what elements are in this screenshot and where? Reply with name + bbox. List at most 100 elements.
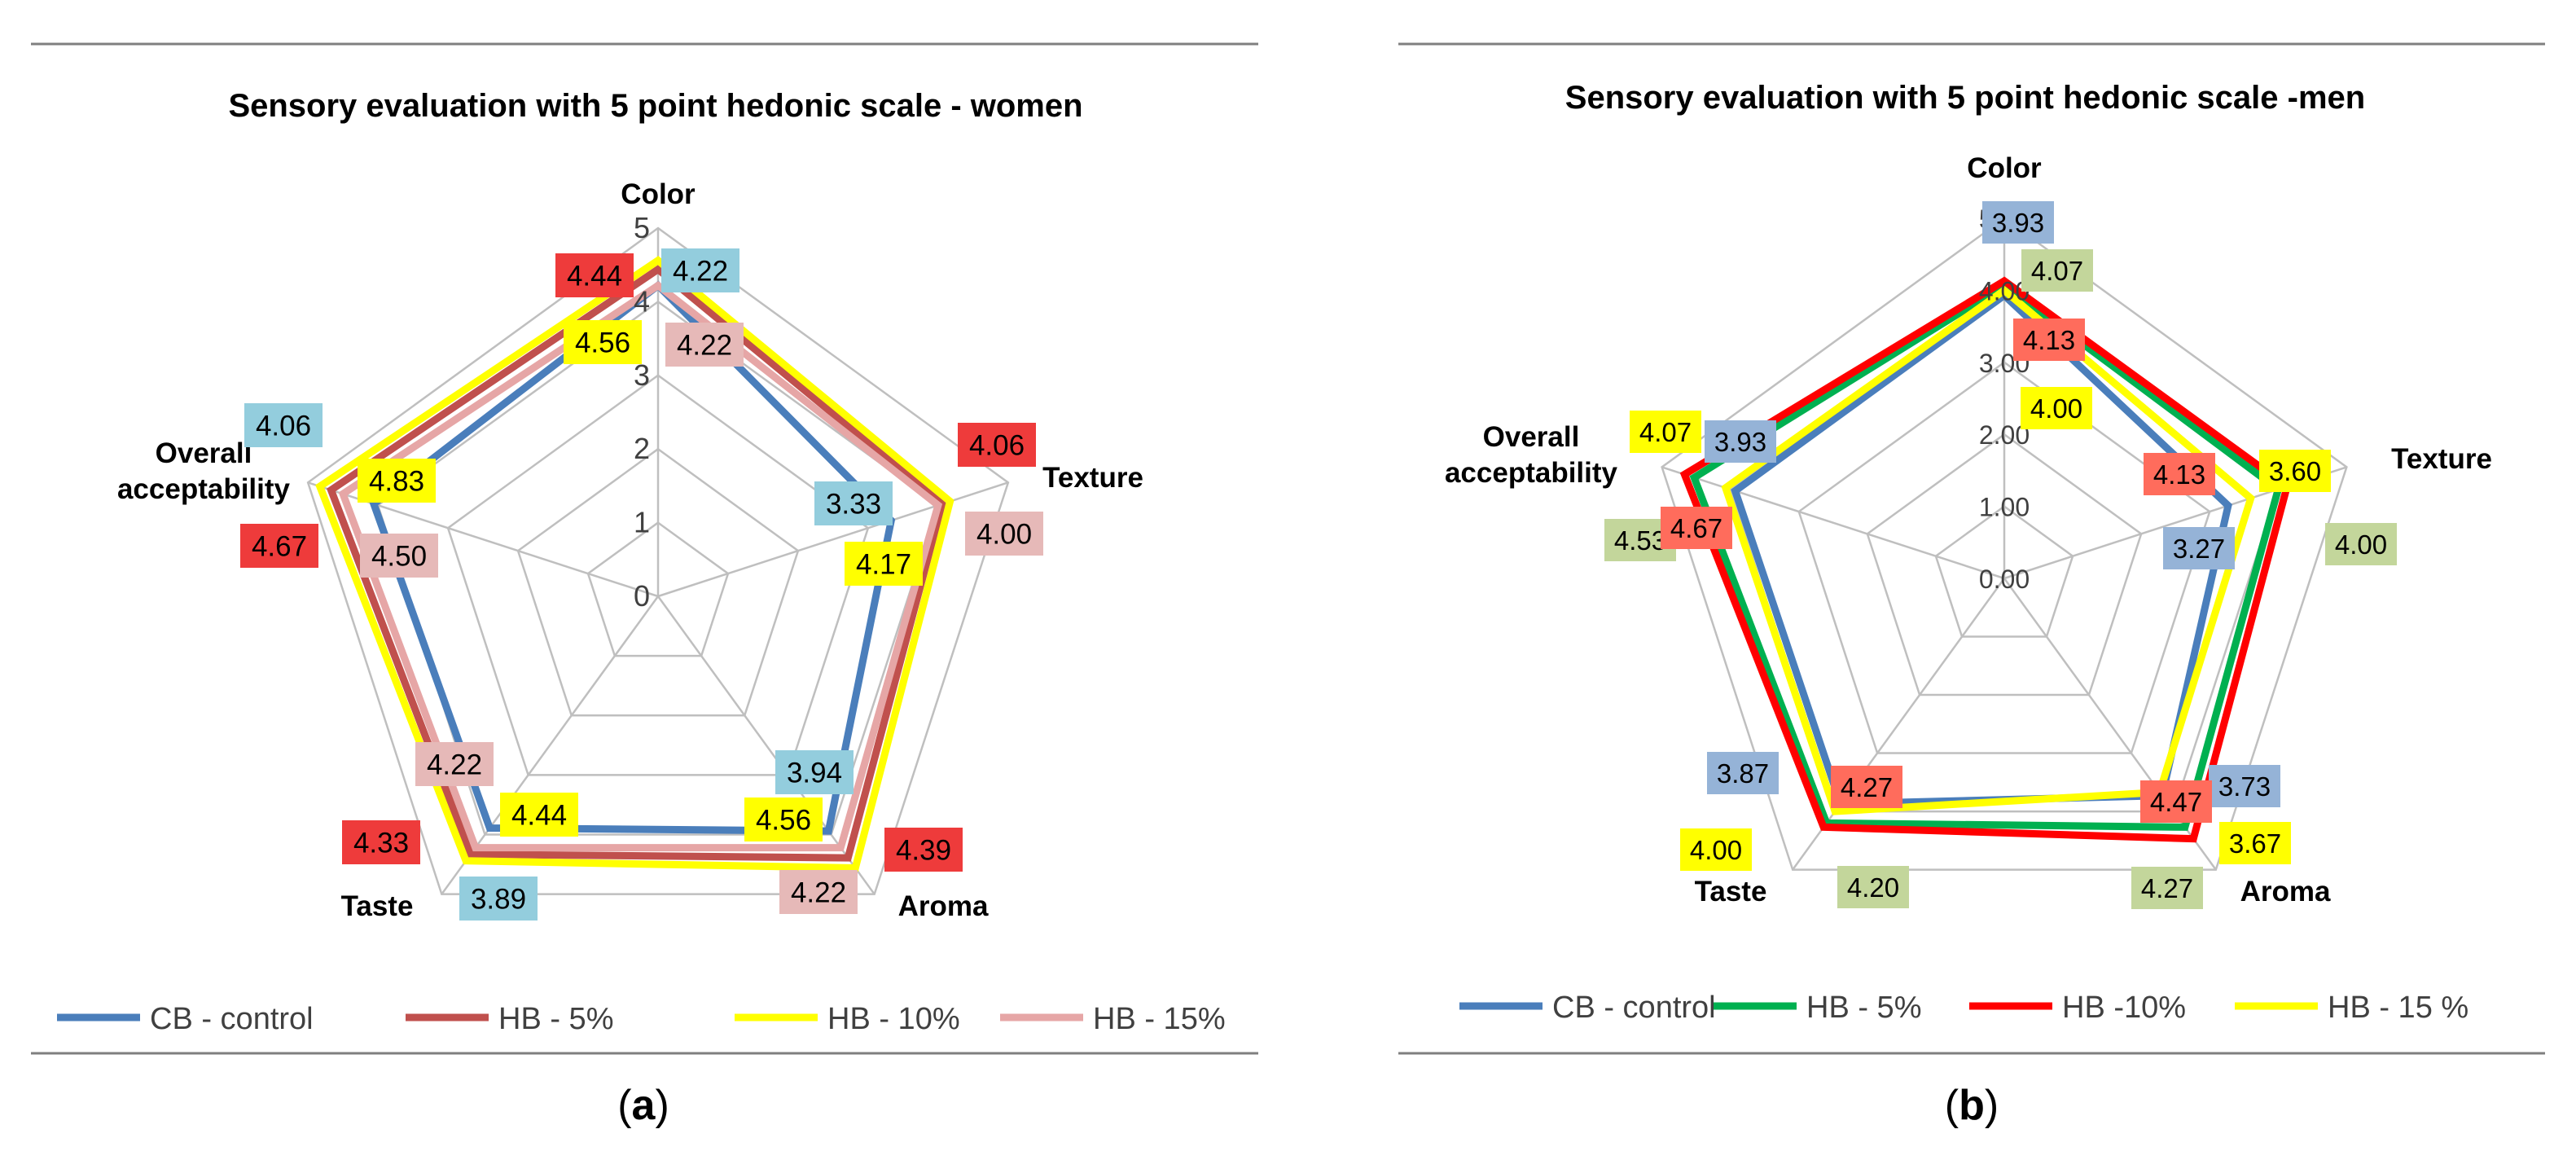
data-label-box [1705,420,1776,463]
data-label: 4.00 [976,519,1032,551]
axis-label-color: Color [621,178,696,210]
axis-label-texture: Texture [2391,443,2492,475]
data-label: 4.47 [2150,787,2202,817]
data-label-box [1680,828,1752,871]
tick-label: 5 [634,211,650,244]
data-label: 4.22 [677,330,732,362]
axis-label-taste: Taste [341,890,414,922]
data-label-box [358,459,436,503]
data-label-box [500,793,578,837]
data-label-box [884,828,963,872]
data-label: 4.27 [2141,873,2193,903]
legend-label: HB -10% [2062,991,2186,1025]
tick-label: 4.00 [1979,276,2030,305]
data-label: 4.06 [256,411,311,442]
data-label: 3.93 [1992,208,2044,238]
tick-label: 1.00 [1979,493,2030,522]
grid-ring [1866,433,2143,696]
chart-title: Sensory evaluation with 5 point hedonic … [1565,80,2365,116]
axis-label-overall-acceptability: acceptability [1445,457,1618,489]
data-label-box [244,403,323,447]
panel-b-men: Sensory evaluation with 5 point hedonic … [1398,42,2545,1129]
data-label: 4.56 [756,805,811,837]
axis-label-overall-acceptability: acceptability [117,473,291,505]
data-label-box [958,423,1036,467]
data-label: 4.17 [856,549,911,581]
data-label: 4.22 [791,877,846,909]
data-label-box [240,524,318,568]
data-label-box [1707,752,1779,794]
data-label-box [2259,450,2331,492]
data-label-box [2209,765,2280,807]
data-label-box [2131,867,2203,909]
series-line-2 [327,265,947,862]
tick-label: 4 [634,284,650,318]
data-label: 4.13 [2153,459,2205,490]
data-label: 3.67 [2229,828,2281,859]
data-label-box [564,320,642,364]
data-label-box [1831,766,1902,808]
panel-a-women: Sensory evaluation with 5 point hedonic … [31,42,1258,1129]
data-label: 3.33 [826,489,881,521]
data-label: 4.44 [567,261,622,292]
chart-title: Sensory evaluation with 5 point hedonic … [228,88,1082,124]
data-label: 3.89 [471,884,526,916]
data-label: 3.93 [1714,427,1766,457]
tick-label: 0 [634,579,650,613]
data-label-box [360,534,438,578]
data-label: 4.07 [1639,417,1692,447]
axis-label-taste: Taste [1695,876,1767,907]
data-label-box [2013,319,2085,361]
data-label: 4.00 [2335,529,2387,560]
data-label: 3.60 [2269,456,2321,486]
data-label-box [965,512,1043,556]
data-label-box [1661,507,1732,549]
data-label-box [1837,866,1909,908]
data-label-box [2163,527,2235,569]
data-label-box [775,750,854,794]
data-label: 4.27 [1841,772,1893,802]
legend-label: HB - 10% [827,1002,960,1036]
series-line-3 [315,256,954,872]
tick-label: 1 [634,506,650,539]
data-label-box [814,481,893,525]
data-label: 4.44 [511,800,567,832]
data-label: 4.06 [969,430,1025,462]
data-label-box [555,253,634,297]
data-label: 4.56 [575,327,630,359]
data-label: 4.00 [1690,835,1742,865]
data-label-box [459,877,538,921]
data-label-box [661,248,739,292]
data-label: 4.53 [1614,525,1666,556]
data-label-box [2021,249,2093,292]
grid-ring [1934,505,2074,638]
data-label-box [845,542,923,586]
data-label: 4.00 [2030,393,2082,424]
data-label: 3.27 [2173,534,2225,564]
data-label: 4.83 [369,466,424,498]
data-label-box [744,798,823,841]
data-label-box [2325,523,2397,565]
grid-ring [306,226,1010,895]
legend-label: CB - control [150,1002,314,1036]
axis-label-aroma: Aroma [2240,876,2331,907]
panel-caption-letter: b [1959,1082,1985,1129]
data-label: 3.73 [2218,771,2271,802]
tick-label: 3 [634,358,650,392]
data-label-box [665,323,744,367]
tick-label: 0.00 [1979,565,2030,594]
legend-label: HB - 15 % [2328,991,2468,1025]
data-label-box [1982,201,2054,244]
data-label-box [779,870,858,914]
axis-label-overall-acceptability: Overall [156,437,252,469]
grid-ring [516,447,800,717]
data-label-box [2021,387,2092,429]
data-label: 4.39 [896,835,951,867]
axis-label-overall-acceptability: Overall [1483,421,1580,453]
axis-label-aroma: Aroma [898,890,989,922]
axis-label-texture: Texture [1042,462,1143,494]
data-label: 4.22 [673,256,728,288]
axis-spoke [1661,466,2005,580]
data-label-box [2140,780,2212,823]
